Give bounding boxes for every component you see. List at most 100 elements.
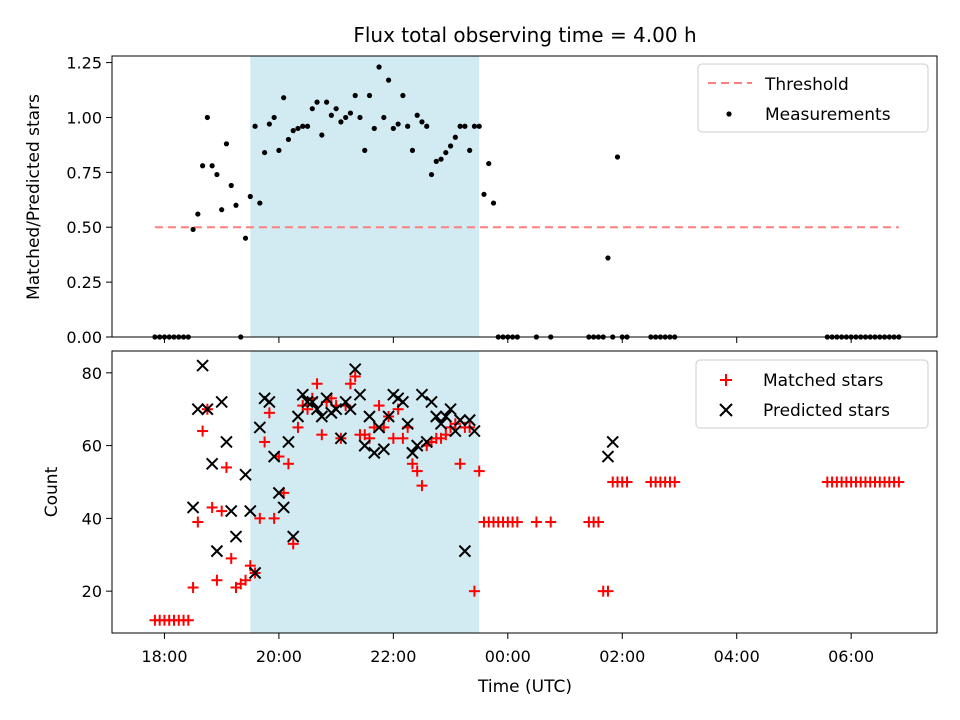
predicted-point: [439, 410, 453, 423]
measurement-point: [204, 114, 210, 121]
x-tick-label: 20:00: [256, 647, 302, 666]
measurement-point: [247, 193, 253, 200]
y-tick-label: 0.50: [66, 218, 102, 237]
predicted-point: [191, 403, 205, 416]
predicted-point: [415, 388, 429, 401]
measurement-point: [338, 119, 344, 125]
matched-point: [211, 574, 223, 586]
y-tick-label: 1.00: [66, 108, 102, 127]
measurement-point: [438, 156, 444, 162]
predicted-point: [287, 530, 300, 543]
predicted-point: [358, 439, 371, 452]
measurement-point: [605, 255, 611, 261]
predicted-point: [449, 424, 462, 438]
top-y-axis-label: Matched/Predicted stars: [24, 94, 44, 300]
measurement-point: [443, 149, 449, 156]
top-panel: 0.00 0.25 0.50 0.75 1.00 1.25 Matched/Predict…: [24, 54, 938, 347]
matched-point: [292, 421, 304, 433]
measurement-point: [328, 112, 334, 118]
matched-point: [468, 585, 480, 597]
measurement-point: [257, 200, 263, 206]
predicted-point: [315, 410, 329, 423]
x-tick-label: 00:00: [485, 647, 531, 666]
measurement-point: [352, 92, 358, 99]
y-tick-label: 80: [82, 364, 102, 383]
measurement-point: [304, 123, 311, 129]
measurement-point: [223, 141, 230, 147]
bottom-panel: 20 40 60 80 18:00 20:00 22:00 00:00 02:00 04:00 0…: [42, 350, 938, 697]
y-tick-label: 0.00: [66, 328, 102, 347]
matched-point: [669, 476, 681, 488]
matched-point: [216, 505, 228, 517]
matched-point: [592, 516, 604, 528]
top-legend: Threshold Measurements: [697, 63, 929, 133]
predicted-point: [267, 450, 281, 463]
matched-point: [440, 429, 452, 441]
predicted-point: [401, 417, 414, 430]
matched-point: [387, 432, 399, 444]
predicted-point: [215, 395, 228, 409]
measurement-point: [381, 114, 387, 121]
bottom-y-axis-label: Count: [42, 466, 62, 517]
predicted-point: [277, 501, 290, 514]
matched-point: [206, 501, 218, 513]
predicted-point: [430, 410, 443, 423]
measurement-point: [266, 121, 272, 127]
measurement-point: [262, 149, 268, 156]
predicted-point: [220, 435, 233, 449]
matched-point: [187, 582, 199, 594]
predicted-point: [406, 446, 419, 460]
matched-point: [282, 458, 294, 470]
top-x-ticks: [163, 337, 852, 343]
bottom-legend: Matched stars Predicted stars: [695, 359, 929, 429]
top-panel-shaded-band: [250, 56, 480, 337]
measurement-point: [228, 182, 234, 189]
measurement-point: [323, 99, 330, 105]
x-tick-label: 22:00: [370, 647, 416, 666]
measurement-point: [214, 171, 220, 178]
measurement-point: [281, 95, 287, 101]
measurement-point: [347, 110, 354, 116]
predicted-point: [601, 450, 615, 463]
measurement-point: [376, 64, 382, 70]
matched-point: [182, 614, 194, 626]
measurement-point: [471, 123, 478, 129]
measurement-point: [462, 123, 468, 129]
predicted-point: [225, 504, 238, 518]
matched-point: [411, 465, 423, 477]
predicted-point: [205, 457, 219, 471]
matched-point: [893, 476, 905, 488]
measurement-point: [252, 123, 258, 129]
y-tick-label: 1.25: [66, 54, 102, 73]
measurement-point: [452, 134, 458, 140]
predicted-point: [334, 432, 348, 445]
top-panel-frame: [111, 55, 938, 338]
measurement-point: [385, 77, 392, 83]
x-tick-label: 06:00: [828, 647, 874, 666]
predicted-point: [410, 439, 424, 452]
legend-matched-swatch: [720, 374, 732, 386]
predicted-point: [210, 544, 224, 558]
predicted-point: [344, 403, 357, 416]
matched-point: [268, 512, 280, 524]
predicted-point: [463, 413, 476, 427]
measurement-point: [414, 112, 420, 118]
top-y-ticks: 0.00 0.25 0.50 0.75 1.00 1.25: [66, 54, 112, 347]
figure-title: Flux total observing time = 4.00 h: [353, 23, 696, 47]
matched-point: [344, 378, 356, 390]
legend-predicted-swatch: [719, 403, 733, 417]
matched-point: [349, 370, 361, 382]
matched-point: [530, 516, 542, 528]
predicted-point: [291, 410, 305, 423]
measurement-points: [152, 64, 902, 340]
measurement-point: [295, 125, 301, 132]
predicted-point: [272, 486, 286, 500]
predicted-point: [349, 362, 362, 376]
measurement-point: [242, 235, 249, 241]
measurement-point: [190, 226, 196, 233]
predicted-point: [468, 424, 481, 438]
measurement-point: [400, 92, 406, 99]
y-tick-label: 20: [82, 582, 102, 601]
x-tick-label: 02:00: [599, 647, 645, 666]
